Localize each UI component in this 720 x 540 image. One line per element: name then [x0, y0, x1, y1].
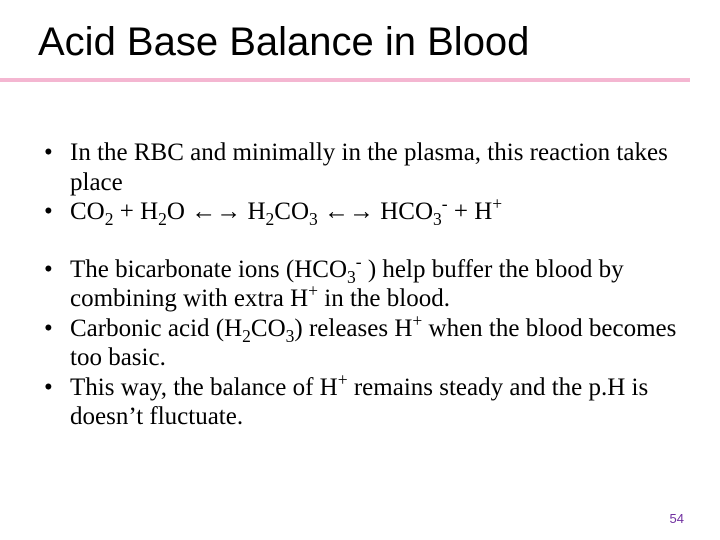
b4-t3: ) releases H	[294, 315, 412, 342]
b3-t1: The bicarbonate ions (HCO	[70, 256, 347, 283]
eq-arrows-2: ←→	[324, 197, 374, 225]
bullet-gap	[42, 227, 682, 255]
eq-h2co3-sub2: 3	[309, 209, 318, 229]
b4-sub1: 2	[242, 326, 251, 346]
bullet-2-equation: CO2 + H2O ←→ H2CO3 ←→ HCO3- + H+	[42, 197, 682, 227]
bullet-1: In the RBC and minimally in the plasma, …	[42, 138, 682, 197]
eq-sp3: HCO	[374, 198, 433, 225]
slide-body: In the RBC and minimally in the plasma, …	[42, 138, 682, 432]
bullet-1-text: In the RBC and minimally in the plasma, …	[70, 139, 668, 196]
b4-t2: CO	[251, 315, 286, 342]
b4-sup1: +	[412, 310, 422, 330]
eq-h2co3-sub1: 2	[266, 209, 275, 229]
eq-hco3-sub: 3	[433, 209, 442, 229]
bullet-3: The bicarbonate ions (HCO3- ) help buffe…	[42, 255, 682, 314]
slide: Acid Base Balance in Blood In the RBC an…	[0, 0, 720, 540]
eq-co3: CO	[274, 198, 309, 225]
eq-arrows-1: ←→	[191, 197, 241, 225]
eq-hplus-sup: +	[492, 194, 502, 214]
b5-sup1: +	[338, 369, 348, 389]
eq-plus1: + H	[113, 198, 158, 225]
eq-o: O	[167, 198, 191, 225]
b3-t3: in the blood.	[318, 285, 450, 312]
b5-t1: This way, the balance of H	[70, 374, 338, 401]
b4-t1: Carbonic acid (H	[70, 315, 242, 342]
eq-plus2: + H	[448, 198, 493, 225]
eq-h2o-sub: 2	[158, 209, 167, 229]
eq-sp1: H	[241, 198, 265, 225]
eq-co2: CO	[70, 198, 105, 225]
slide-title: Acid Base Balance in Blood	[38, 20, 529, 65]
b3-sub1: 3	[347, 267, 356, 287]
bullet-4: Carbonic acid (H2CO3) releases H+ when t…	[42, 314, 682, 373]
bullet-5: This way, the balance of H+ remains stea…	[42, 373, 682, 432]
slide-number: 54	[670, 511, 684, 526]
b3-sup2: +	[308, 281, 318, 301]
title-underline	[0, 78, 690, 82]
